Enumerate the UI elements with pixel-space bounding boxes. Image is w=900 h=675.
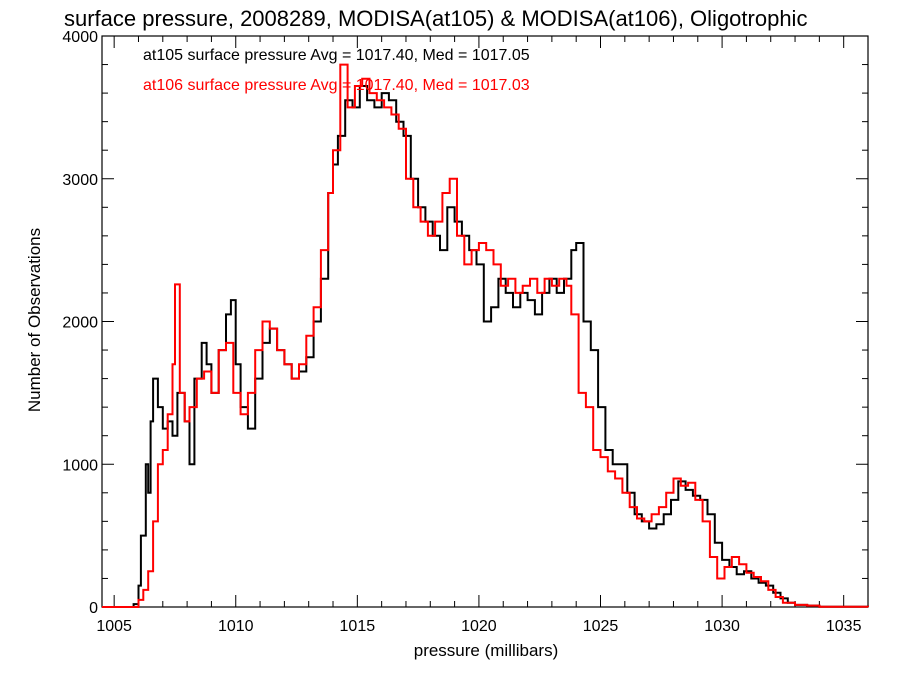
- y-tick-label: 3000: [62, 172, 98, 189]
- x-tick-label: 1010: [218, 618, 254, 635]
- y-tick-label: 1000: [62, 457, 98, 474]
- y-tick-label: 2000: [62, 315, 98, 332]
- chart-title: surface pressure, 2008289, MODISA(at105)…: [64, 6, 807, 31]
- x-tick-label: 1030: [704, 618, 740, 635]
- y-tick-label: 0: [89, 600, 98, 617]
- x-tick-label: 1020: [461, 618, 497, 635]
- series-layer: [102, 63, 869, 608]
- legend-entry-at106: at106 surface pressure Avg = 1017.40, Me…: [143, 77, 530, 94]
- x-axis-label: pressure (millibars): [414, 641, 559, 660]
- y-axis-label: Number of Observations: [25, 228, 44, 412]
- x-tick-label: 1015: [340, 618, 376, 635]
- series-at105-line: [102, 85, 869, 608]
- x-axis: 1005 1010 1015 1020 1025 1030 1035: [96, 36, 869, 635]
- x-tick-label: 1035: [826, 618, 862, 635]
- series-at106-line: [102, 63, 869, 608]
- x-tick-label: 1005: [96, 618, 132, 635]
- y-tick-label: 4000: [62, 29, 98, 46]
- legend-entry-at105: at105 surface pressure Avg = 1017.40, Me…: [143, 47, 530, 64]
- y-axis: 0 1000 2000 3000 4000: [62, 29, 868, 617]
- x-tick-label: 1025: [583, 618, 619, 635]
